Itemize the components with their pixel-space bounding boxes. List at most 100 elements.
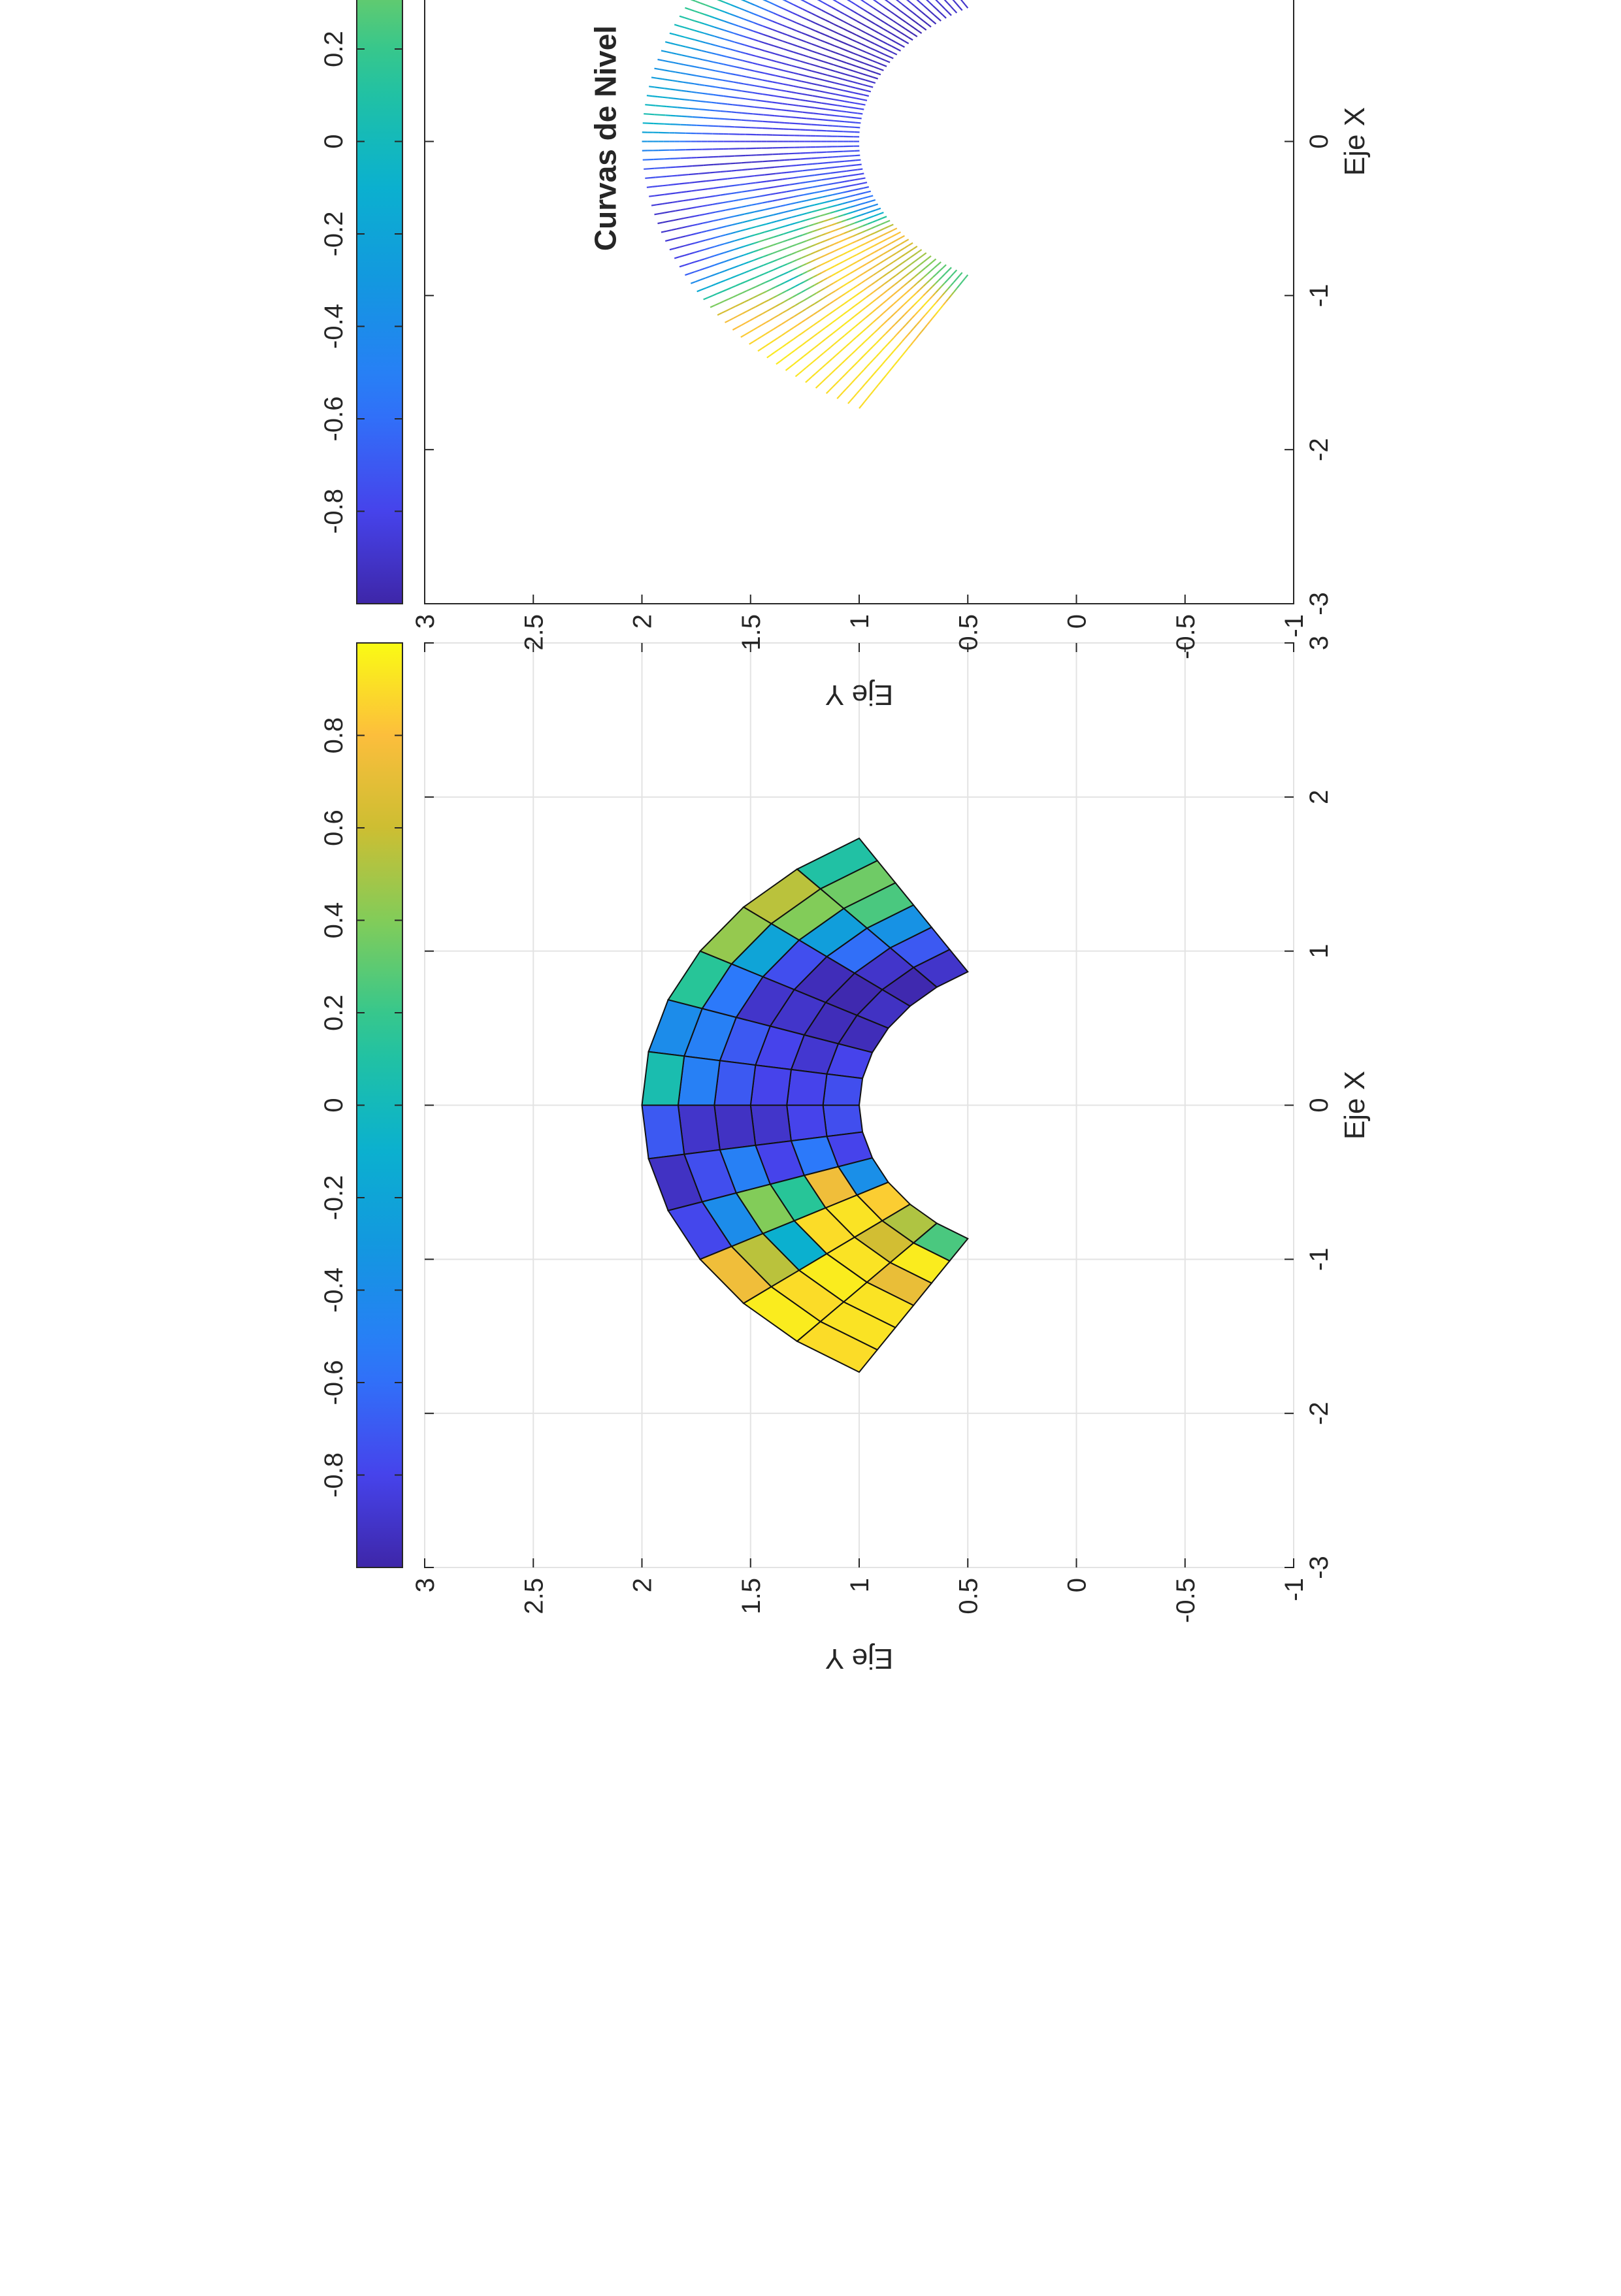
contour-segment: [715, 71, 721, 72]
contour-segment: [800, 124, 806, 125]
x-tick-label: 0: [1305, 134, 1334, 148]
contour-segment: [849, 102, 855, 103]
x-tick-label: -2: [1305, 438, 1334, 461]
contour-segment: [828, 125, 833, 126]
contour-segment: [789, 98, 794, 99]
contour-segment: [699, 197, 704, 198]
contour-x-axis-label: Eje X: [1339, 107, 1371, 176]
contour-segment: [768, 201, 773, 203]
contour-segment: [779, 122, 784, 123]
contour-segment: [786, 91, 791, 92]
contour-segment: [684, 65, 689, 66]
x-tick-label: -3: [1305, 592, 1334, 615]
contour-segment: [790, 123, 795, 124]
colorbar-tick-label: 0.4: [319, 902, 348, 939]
colorbar-tick-label: -0.2: [319, 212, 348, 257]
contour-segment: [820, 91, 825, 93]
contour-segment: [791, 117, 796, 118]
contour-segment: [712, 204, 717, 205]
contour-segment: [791, 92, 796, 93]
contour-segment: [673, 80, 678, 81]
contour-segment: [751, 183, 756, 184]
contour-segment: [696, 206, 702, 207]
contour-segment: [841, 95, 846, 97]
contour-segment: [721, 210, 726, 212]
contour-segment: [679, 99, 684, 100]
contour-segment: [823, 97, 828, 98]
contour-segment: [810, 107, 815, 108]
contour-segment: [844, 156, 849, 157]
contour-segment: [660, 213, 665, 214]
contour-segment: [799, 195, 804, 196]
contour-segment: [700, 214, 705, 216]
x-tick-label: -1: [1305, 1248, 1334, 1271]
contour-segment: [842, 111, 847, 112]
contour-segment: [693, 117, 698, 118]
contour-segment: [715, 87, 721, 88]
contour-segment: [841, 187, 846, 188]
contour-segment: [681, 209, 686, 210]
colorbar-tick-label: -0.8: [319, 1452, 348, 1498]
contour-segment: [739, 199, 744, 200]
contour-segment: [655, 168, 660, 169]
contour-segment: [663, 61, 668, 62]
contour-segment: [685, 99, 690, 100]
contour-segment: [764, 115, 769, 116]
contour-segment: [757, 161, 762, 162]
contour-segment: [828, 120, 834, 121]
contour-segment: [806, 124, 811, 125]
contour-segment: [793, 177, 798, 178]
contour-segment: [742, 191, 747, 192]
contour-segment: [845, 117, 851, 118]
contour-segment: [683, 174, 688, 175]
contour-segment: [736, 90, 742, 91]
contour-segment: [744, 176, 749, 177]
contour-segment: [802, 188, 808, 189]
contour-segment: [851, 184, 857, 186]
contour-segment: [689, 199, 694, 200]
contour-segment: [859, 108, 864, 109]
x-tick-label: -2: [1305, 1402, 1334, 1425]
y-tick-label: -0.5: [1171, 1578, 1200, 1623]
contour-segment: [665, 194, 670, 195]
contour-segment: [800, 100, 806, 101]
contour-segment: [685, 183, 690, 184]
contour-segment: [844, 101, 849, 102]
contour-segment: [688, 174, 693, 175]
contour-segment: [695, 67, 700, 68]
contour-segment: [834, 182, 839, 183]
contour-segment: [791, 165, 796, 166]
contour-segment: [776, 109, 781, 110]
contour-segment: [834, 121, 839, 122]
contour-segment: [692, 190, 697, 191]
contour-segment: [811, 158, 817, 159]
contour-segment: [765, 108, 770, 109]
contour-segment: [813, 186, 818, 187]
contour-segment: [813, 169, 819, 170]
contour-segment: [710, 212, 715, 214]
contour-segment: [807, 164, 812, 165]
contour-segment: [848, 175, 853, 176]
contour-segment: [783, 104, 788, 105]
surface-plot-panel: -0.8-0.6-0.4-0.200.20.40.60.8 -3-2-10123…: [319, 636, 1371, 1675]
contour-segment: [693, 166, 698, 167]
contour-segment: [700, 101, 706, 102]
contour-segment: [665, 88, 670, 89]
contour-segment: [710, 172, 715, 173]
surface-cell: [787, 1106, 827, 1141]
colorbar-tick-label: 0: [319, 134, 348, 148]
contour-segment: [846, 97, 851, 98]
surface-cell: [678, 1056, 720, 1105]
contour-segment: [830, 93, 836, 95]
contour-segment: [737, 170, 742, 171]
contour-segment: [651, 177, 656, 178]
contour-segment: [676, 90, 681, 91]
contour-segment: [752, 121, 757, 122]
contour-segment: [827, 104, 832, 105]
colorbar-tick-label: 0.8: [319, 717, 348, 754]
contour-segment: [765, 174, 770, 175]
contour-segment: [668, 98, 674, 99]
x-tick-label: -1: [1305, 284, 1334, 308]
contour-segment: [752, 78, 757, 79]
